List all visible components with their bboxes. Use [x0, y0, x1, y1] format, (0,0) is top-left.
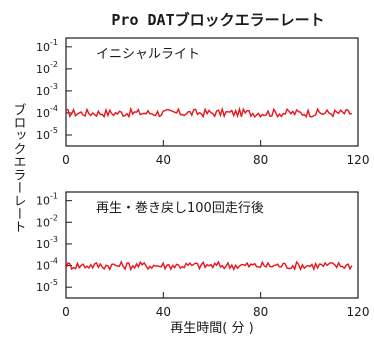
y-tick-base: 10 [36, 195, 50, 208]
panel-annotation: イニシャルライト [96, 47, 200, 62]
x-axis-label: 再生時間( 分 ) [170, 321, 253, 336]
y-tick-base: 10 [36, 238, 50, 251]
y-tick-label: 10-3 [36, 235, 58, 251]
x-tick-label: 0 [62, 305, 70, 319]
y-tick-base: 10 [36, 216, 50, 229]
y-tick-base: 10 [36, 85, 50, 98]
x-tick-label: 120 [347, 305, 370, 319]
y-axis-label: ブロックエラーレート [11, 102, 26, 233]
x-tick-label: 40 [156, 305, 171, 319]
y-tick-label: 10-1 [36, 38, 58, 54]
series-line [65, 260, 353, 272]
y-tick-exponent: -3 [50, 235, 58, 244]
x-tick-label: 80 [253, 305, 268, 319]
y-tick-base: 10 [36, 63, 50, 76]
y-tick-base: 10 [36, 129, 50, 142]
y-tick-base: 10 [36, 41, 50, 54]
x-tick-label: 80 [253, 153, 268, 167]
plot-frame [65, 37, 359, 147]
y-tick-exponent: -4 [50, 104, 58, 113]
y-tick-label: 10-4 [36, 257, 58, 273]
x-tick-label: 40 [156, 153, 171, 167]
x-tick-label: 120 [347, 153, 370, 167]
chart-title: Pro DATブロックエラーレート [111, 11, 324, 29]
series-line [65, 106, 353, 119]
y-tick-base: 10 [36, 260, 50, 273]
y-tick-label: 10-1 [36, 192, 58, 208]
y-tick-exponent: -1 [50, 192, 58, 201]
y-tick-label: 10-3 [36, 82, 58, 98]
y-tick-label: 10-4 [36, 104, 58, 120]
x-tick-label: 0 [62, 153, 70, 167]
y-tick-label: 10-5 [36, 126, 58, 142]
y-tick-exponent: -2 [50, 213, 58, 222]
y-tick-label: 10-5 [36, 278, 58, 294]
y-tick-exponent: -2 [50, 60, 58, 69]
y-tick-base: 10 [36, 281, 50, 294]
y-tick-exponent: -1 [50, 38, 58, 47]
y-tick-exponent: -5 [50, 126, 58, 135]
y-tick-base: 10 [36, 107, 50, 120]
y-tick-label: 10-2 [36, 60, 58, 76]
y-tick-exponent: -5 [50, 278, 58, 287]
y-tick-exponent: -3 [50, 82, 58, 91]
y-tick-label: 10-2 [36, 213, 58, 229]
panel-annotation: 再生・巻き戻し100回走行後 [96, 201, 264, 216]
plot-frame [65, 191, 359, 299]
y-tick-exponent: -4 [50, 257, 58, 266]
chart-panel-2: 10-110-210-310-410-50 40 80 120再生・巻き戻し100回走… [36, 191, 370, 319]
